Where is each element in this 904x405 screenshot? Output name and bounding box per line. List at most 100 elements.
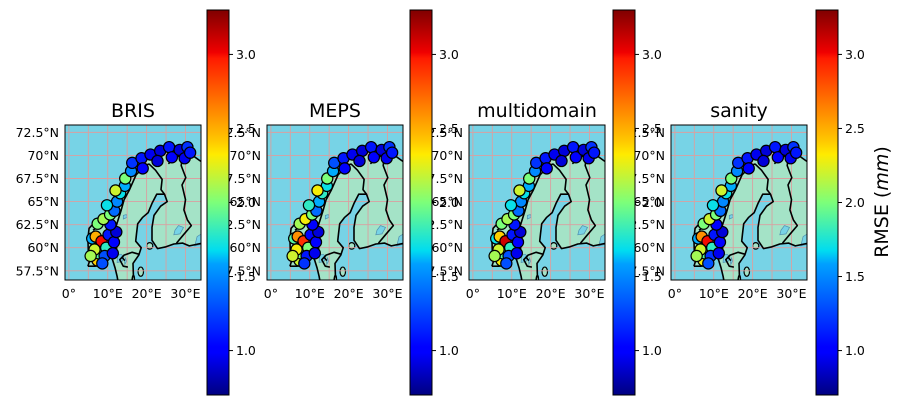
station-marker [353, 154, 366, 168]
colorbar-gradient [409, 9, 433, 396]
island [137, 266, 145, 277]
station-marker [690, 249, 703, 263]
station-marker [100, 199, 114, 212]
colorbar-tick-label: 3.0 [236, 47, 256, 62]
lat-tick-label: 60°N [27, 240, 59, 255]
lon-tick-label: 20°E [536, 286, 566, 301]
lake [324, 214, 330, 220]
colorbar-tick-label: 1.0 [236, 343, 256, 358]
station-markers [488, 140, 601, 270]
station-marker [165, 151, 179, 164]
map-area [65, 125, 201, 280]
lon-tick-label: 20°E [334, 286, 364, 301]
station-marker [84, 249, 97, 263]
colorbar: 1.0 1.5 2.0 2.5 3.0 [612, 9, 662, 396]
station-marker [96, 257, 109, 270]
lat-tick-label: 60°N [431, 240, 463, 255]
map-frame [64, 124, 202, 281]
lake [122, 214, 128, 220]
lon-tick-label: 30°E [574, 286, 604, 301]
colorbar-label-suffix: ) [871, 146, 893, 153]
station-marker [715, 184, 728, 197]
lon-tick-label: 0° [62, 286, 76, 301]
colorbar-tick-label: 1.5 [236, 269, 256, 284]
lat-tick-label: 60°N [633, 240, 665, 255]
station-marker [771, 151, 785, 164]
lon-tick-label: 10°E [699, 286, 729, 301]
colorbar-tick-label: 2.5 [642, 121, 662, 136]
colorbar-tick-label: 1.5 [642, 269, 662, 284]
station-marker [488, 249, 501, 263]
map-area [469, 125, 605, 280]
map-panel-multidomain: multidomain72.5°N70°N67.5°N65°N62.5°N60°… [420, 100, 606, 301]
lat-tick-label: 57.5°N [16, 263, 59, 278]
lat-tick-label: 60°N [229, 240, 261, 255]
lon-tick-label: 10°E [497, 286, 527, 301]
lat-tick-label: 65°N [431, 194, 463, 209]
colorbar: 1.0 1.5 2.0 2.5 3.0 [815, 9, 865, 396]
colorbar-gradient [815, 9, 839, 396]
lat-tick-label: 70°N [229, 148, 261, 163]
lon-tick-label: 10°E [93, 286, 123, 301]
station-marker [510, 247, 523, 260]
station-marker [702, 257, 715, 270]
station-marker [504, 199, 518, 212]
station-marker [540, 162, 553, 175]
lake [730, 256, 733, 266]
colorbar-label: RMSE (mm) [871, 146, 893, 258]
lon-tick-label: 0° [466, 286, 480, 301]
station-marker [109, 184, 122, 197]
station-marker [713, 235, 727, 249]
colorbar-tick-label: 1.0 [642, 343, 662, 358]
station-markers [690, 140, 803, 270]
station-marker [566, 140, 580, 154]
colorbar-tick-label: 2.5 [439, 121, 459, 136]
panel-title: multidomain [477, 100, 597, 122]
lake [173, 225, 185, 236]
map-area [267, 125, 403, 280]
island [339, 266, 347, 277]
map-frame [670, 124, 808, 281]
station-markers [286, 140, 399, 270]
station-marker [513, 184, 526, 197]
colorbar-tick-label: 2.0 [439, 195, 459, 210]
lat-tick-label: 62.5°N [16, 217, 59, 232]
station-marker [311, 184, 324, 197]
panel-title: BRIS [111, 100, 155, 122]
map-frame [468, 124, 606, 281]
colorbar-label-prefix: RMSE ( [871, 191, 893, 258]
station-marker [308, 247, 321, 260]
colorbar: 1.0 1.5 2.0 2.5 3.0 [409, 9, 459, 396]
station-marker [302, 199, 316, 212]
lake [577, 225, 589, 236]
station-marker [367, 151, 381, 164]
panel-title: sanity [710, 100, 768, 122]
lon-tick-label: 30°E [170, 286, 200, 301]
island [541, 266, 549, 277]
lake [124, 256, 127, 266]
colorbar-tick-label: 3.0 [845, 47, 865, 62]
colorbar-tick-label: 1.5 [439, 269, 459, 284]
colorbar-tick-label: 2.0 [236, 195, 256, 210]
station-marker [286, 249, 299, 263]
station-marker [742, 162, 755, 175]
lat-tick-label: 65°N [229, 194, 261, 209]
lon-tick-label: 10°E [295, 286, 325, 301]
colorbar-tick-label: 3.0 [439, 47, 459, 62]
colorbar: 1.0 1.5 2.0 2.5 3.0 [206, 9, 256, 396]
colorbar-tick-label: 2.0 [642, 195, 662, 210]
lake [728, 214, 734, 220]
station-marker [587, 146, 601, 159]
lake [194, 233, 201, 247]
colorbar-tick-label: 2.5 [236, 121, 256, 136]
island [743, 266, 751, 277]
colorbar-tick-label: 3.0 [642, 47, 662, 62]
station-marker [757, 154, 770, 168]
colorbar-label-unit: mm [871, 154, 893, 191]
map-area [671, 125, 807, 280]
colorbar-tick-label: 2.5 [845, 121, 865, 136]
station-marker [768, 140, 782, 154]
station-marker [338, 162, 351, 175]
lon-tick-label: 20°E [738, 286, 768, 301]
